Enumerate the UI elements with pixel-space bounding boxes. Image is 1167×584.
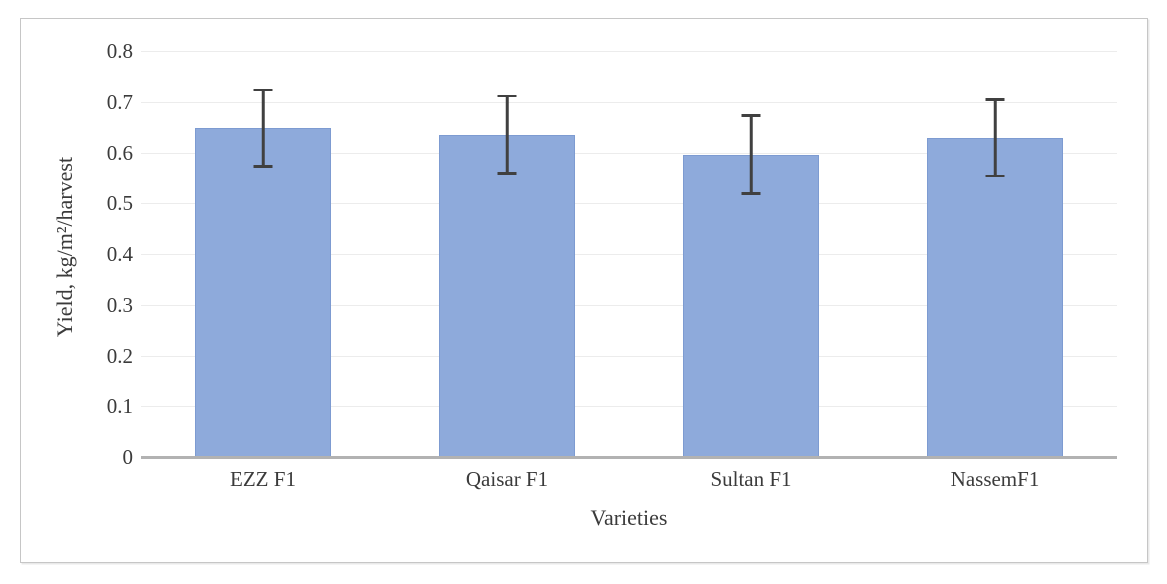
gridline: [141, 304, 1117, 306]
error-bar-nassemf1: [985, 98, 1005, 178]
gridline: [141, 152, 1117, 154]
error-bar-cap-bottom: [985, 174, 1005, 178]
error-bar-line: [993, 98, 997, 178]
y-tick-label-0.5: 0.5: [106, 191, 133, 216]
gridline: [141, 254, 1117, 255]
plot-area: [141, 51, 1117, 459]
error-bar-cap-top: [497, 94, 517, 98]
y-tick-label-0.6: 0.6: [106, 140, 133, 165]
y-tick-label-0.2: 0.2: [106, 343, 133, 368]
bar-qaisar-f1: [439, 134, 575, 457]
y-tick-label-0.4: 0.4: [106, 242, 133, 266]
error-bar-line: [749, 114, 753, 195]
gridline: [141, 51, 1117, 52]
y-tick-label-0: 0: [122, 445, 134, 469]
error-bar-cap-top: [985, 98, 1005, 101]
x-axis-line: [141, 456, 1117, 459]
error-bar-ezz-f1: [253, 88, 273, 168]
error-bar-cap-bottom: [497, 172, 517, 175]
chart-border: 0 0.1 0.2 0.3 0.4 0.5 0.6 0.7 0.8 EZZ F1 Qaisar F…: [20, 18, 1148, 563]
error-bar-line: [261, 88, 265, 168]
error-bar-cap-top: [741, 114, 761, 117]
bar-ezz-f1: [195, 128, 331, 457]
error-bar-qaisar-f1: [497, 94, 517, 175]
error-bar-line: [505, 94, 509, 175]
y-tick-label-0.8: 0.8: [106, 39, 133, 63]
y-axis-title: Yield, kg/m²/harvest: [52, 156, 77, 338]
error-bar-sultan-f1: [741, 114, 761, 195]
y-tick-label-0.1: 0.1: [106, 394, 133, 419]
bar-sultan-f1: [683, 154, 819, 457]
gridline: [141, 406, 1117, 408]
bar-nassemf1: [927, 137, 1063, 457]
gridline: [141, 203, 1117, 205]
x-category-label-ezz-f1: EZZ F1: [230, 467, 296, 491]
x-axis-title: Varieties: [590, 505, 668, 530]
y-tick-label-0.3: 0.3: [106, 292, 133, 317]
x-category-label-sultan-f1: Sultan F1: [710, 467, 792, 491]
error-bar-cap-top: [253, 88, 273, 92]
x-category-label-qaisar-f1: Qaisar F1: [465, 467, 549, 491]
x-category-label-nassemf1: NassemF1: [950, 467, 1040, 491]
error-bar-cap-bottom: [741, 192, 761, 195]
y-tick-label-0.7: 0.7: [106, 89, 133, 114]
gridline: [141, 101, 1117, 103]
gridline: [141, 355, 1117, 357]
error-bar-cap-bottom: [253, 165, 273, 168]
